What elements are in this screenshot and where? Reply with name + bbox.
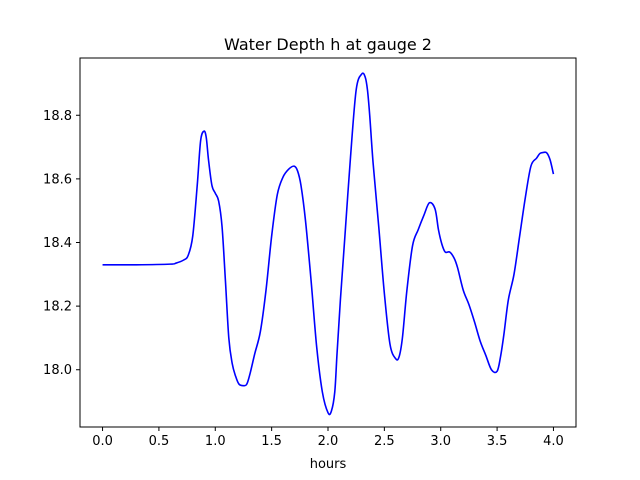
y-tick-label: 18.2 — [43, 300, 72, 315]
plot-area — [80, 58, 576, 427]
y-tick-label: 18.4 — [43, 236, 72, 251]
y-tick-label: 18.6 — [43, 172, 72, 187]
x-tick-label: 1.0 — [205, 434, 226, 449]
ticks: 0.0 0.5 1.0 1.5 2.0 2.5 3.0 3.5 4.0 18.0 18.2 18.4 1… — [43, 109, 564, 449]
chart-title: Water Depth h at gauge 2 — [224, 35, 432, 54]
x-axis-label: hours — [310, 457, 347, 472]
x-tick-label: 0.0 — [92, 434, 113, 449]
x-tick-label: 2.0 — [318, 434, 339, 449]
x-tick-label: 3.0 — [430, 434, 451, 449]
x-tick-label: 1.5 — [261, 434, 282, 449]
x-tick-label: 3.5 — [487, 434, 508, 449]
x-tick-label: 2.5 — [374, 434, 395, 449]
y-tick-label: 18.0 — [43, 363, 72, 378]
y-tick-label: 18.8 — [43, 109, 72, 124]
x-tick-label: 4.0 — [543, 434, 564, 449]
series-line-water-depth — [102, 72, 555, 416]
plot-frame — [79, 57, 577, 428]
series-layer — [102, 72, 555, 416]
x-tick-label: 0.5 — [149, 434, 170, 449]
